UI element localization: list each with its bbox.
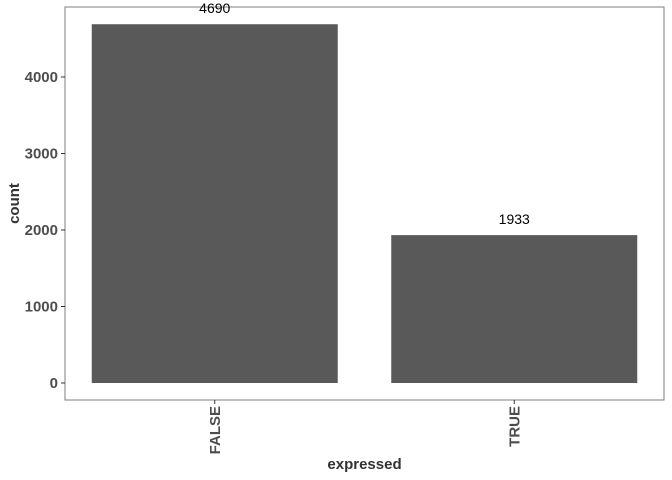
x-tick-label-false: FALSE	[207, 406, 224, 454]
data-label-true: 1933	[499, 211, 530, 227]
bar-false	[91, 24, 338, 384]
data-label-false: 4690	[199, 0, 230, 16]
y-tick-label: 2000	[25, 222, 58, 239]
bar-true	[391, 235, 638, 383]
x-tick-label-true: TRUE	[506, 406, 523, 447]
y-tick-label: 0	[50, 375, 58, 392]
y-axis-title: count	[6, 183, 23, 224]
x-axis-title: expressed	[327, 456, 401, 473]
y-tick-label: 3000	[25, 146, 58, 163]
y-axis: 0 1000 2000 3000 4000	[25, 69, 65, 392]
x-axis: FALSE TRUE	[207, 400, 523, 454]
y-tick-label: 1000	[25, 299, 58, 316]
y-tick-label: 4000	[25, 69, 58, 86]
bars-group	[91, 24, 638, 384]
data-labels-group: 4690 1933	[199, 0, 530, 227]
